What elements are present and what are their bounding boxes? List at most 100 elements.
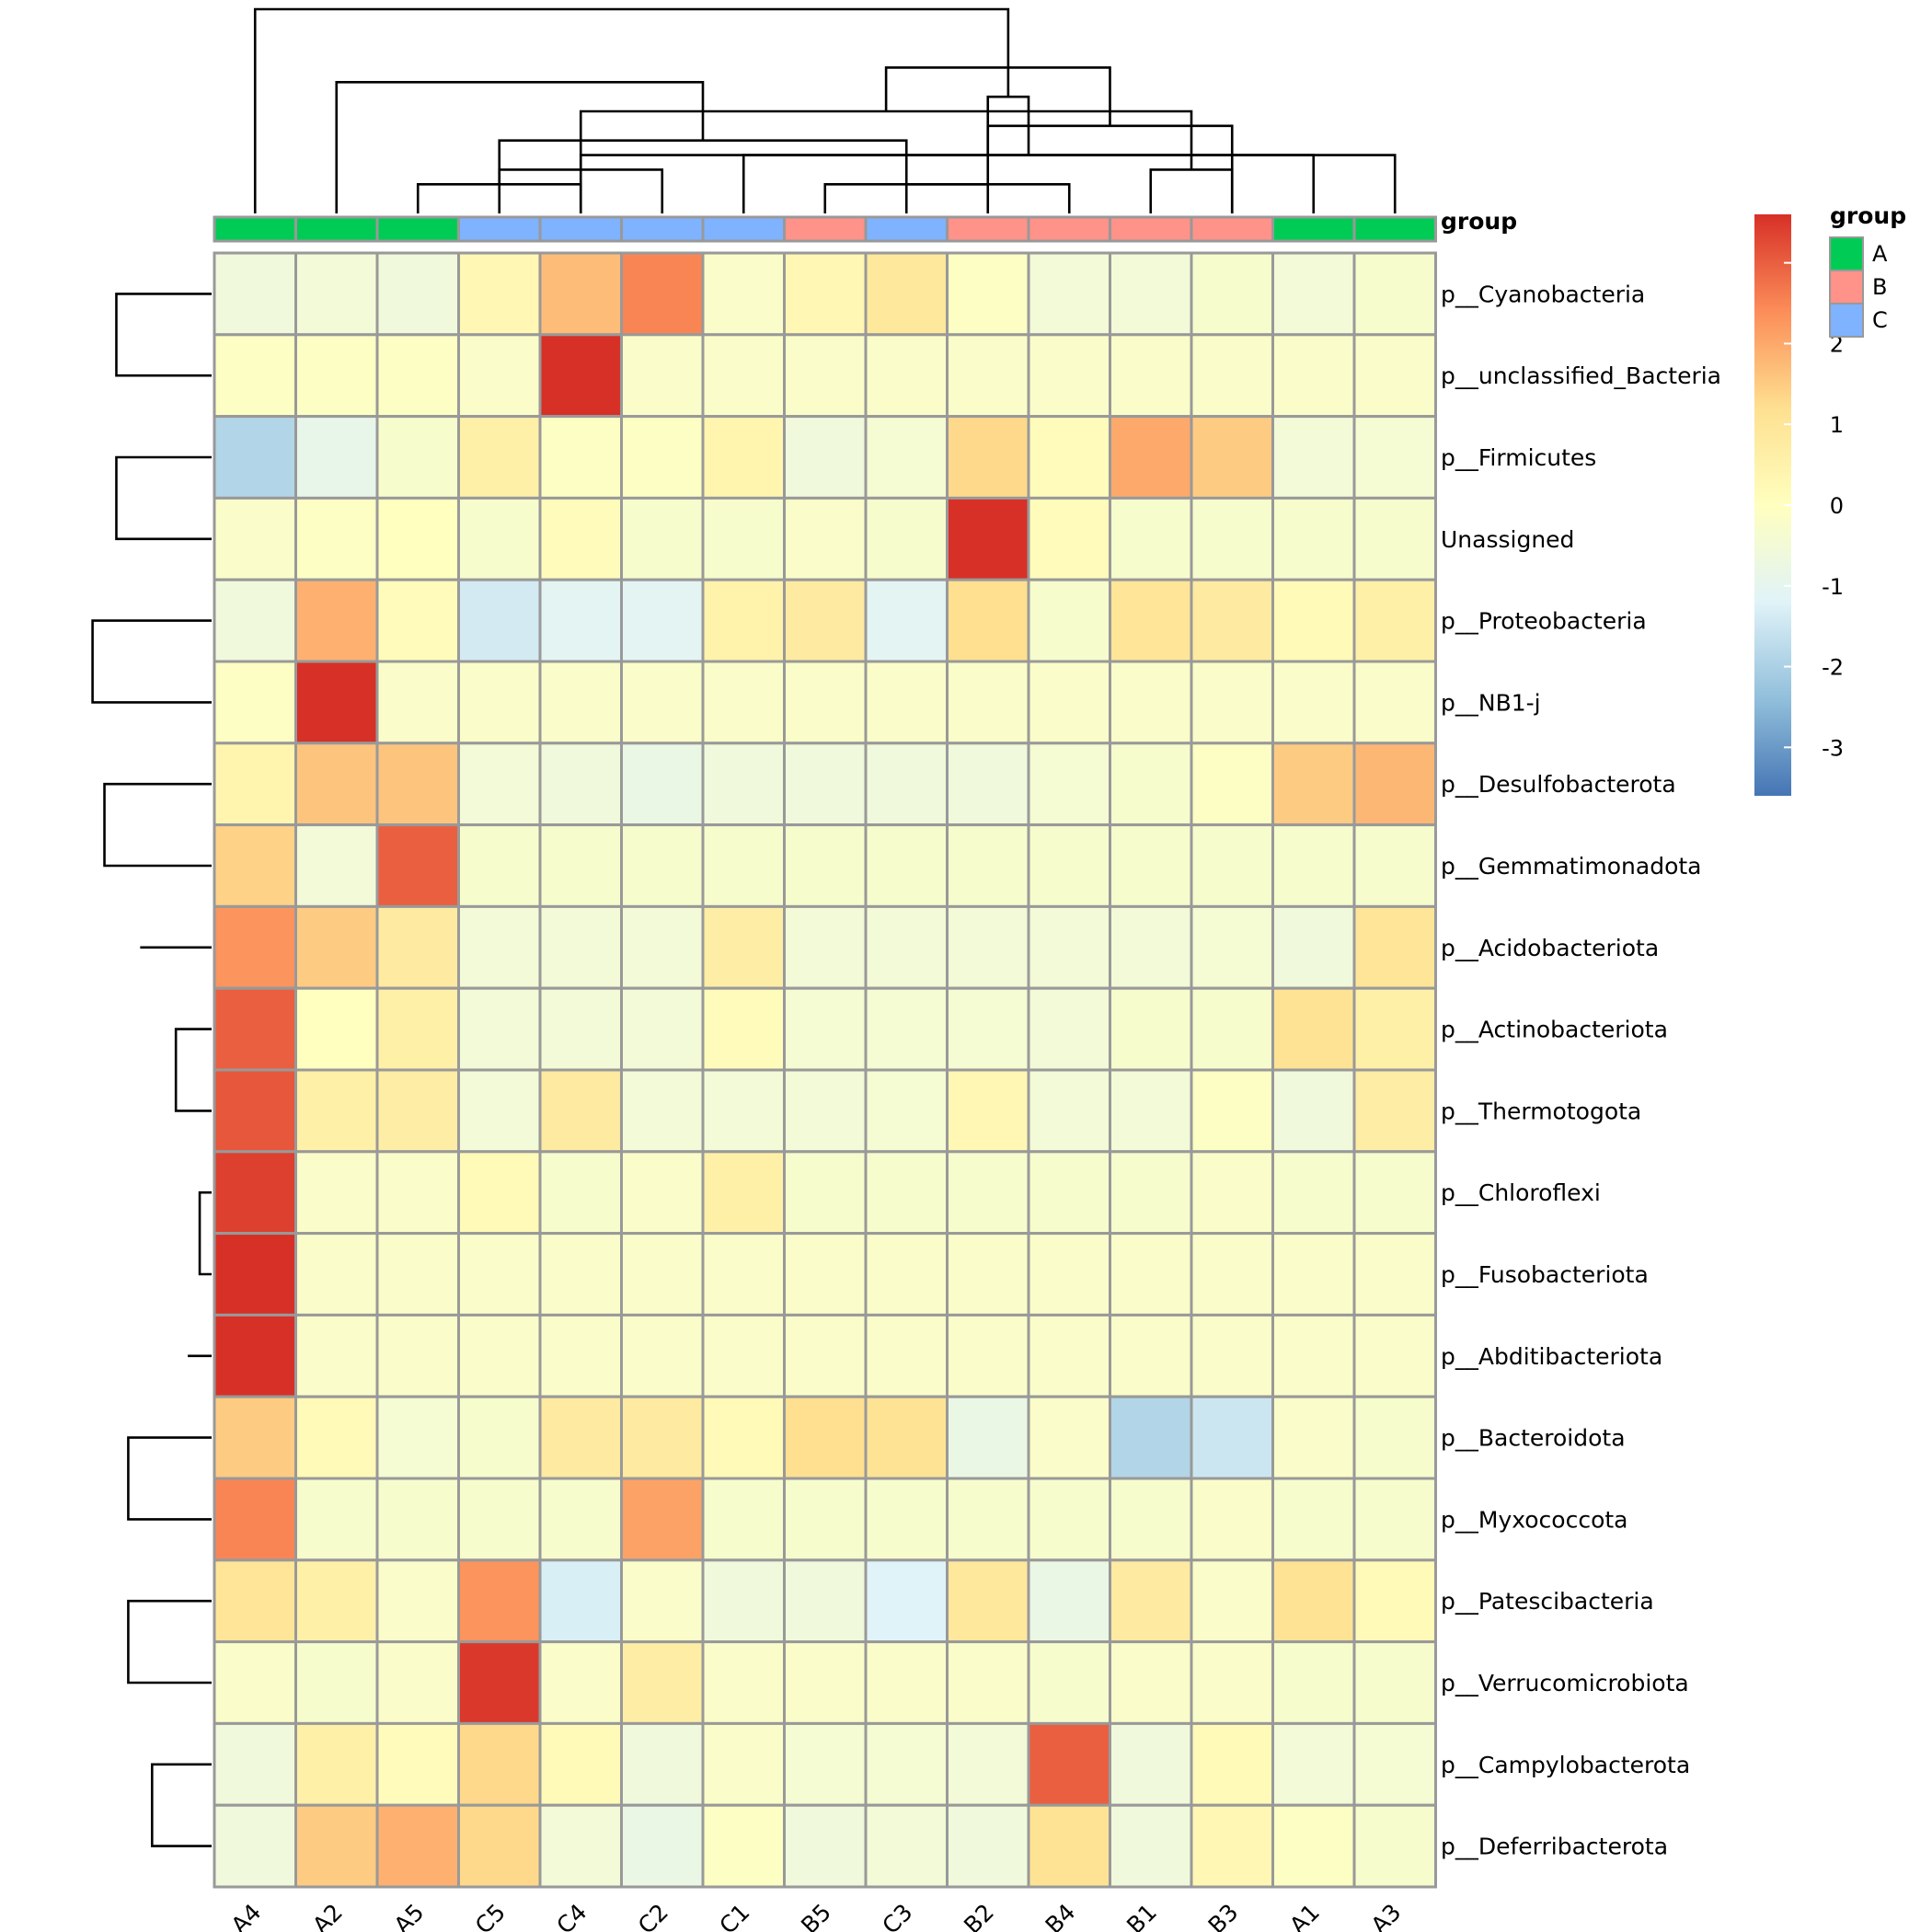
heatmap-cell-p__Bacteroidota-A4 (213, 1395, 297, 1480)
row-label: p__Proteobacteria (1441, 608, 1647, 635)
heatmap-cell-p__Fusobacteriota-C3 (864, 1232, 949, 1317)
heatmap-cell-p__Proteobacteria-A1 (1271, 578, 1356, 663)
row-label: p__Cyanobacteria (1441, 281, 1645, 307)
heatmap-cell-Unassigned-B4 (1027, 496, 1111, 581)
heatmap-cell-p__Proteobacteria-B2 (946, 578, 1030, 663)
heatmap-cell-p__Fusobacteriota-B1 (1109, 1232, 1193, 1317)
heatmap-cell-p__Campylobacterota-B3 (1190, 1721, 1274, 1807)
column-label: A3 (1366, 1899, 1407, 1932)
heatmap-cell-p__Cyanobacteria-C1 (701, 251, 786, 337)
heatmap-cell-p__Chloroflexi-C2 (620, 1150, 705, 1236)
row-label: p__Myxococcota (1441, 1506, 1628, 1533)
heatmap-cell-p__Fusobacteriota-A5 (375, 1232, 460, 1317)
heatmap-cell-p__Verrucomicrobiota-A5 (375, 1640, 460, 1725)
heatmap-cell-p__Gemmatimonadota-A1 (1271, 823, 1356, 908)
heatmap-cell-p__Actinobacteriota-C2 (620, 986, 705, 1072)
column-dendrogram-branch (904, 182, 1071, 213)
heatmap-cell-p__NB1-j-A4 (213, 660, 297, 745)
heatmap-cell-p__Verrucomicrobiota-A4 (213, 1640, 297, 1725)
heatmap-cell-p__Firmicutes-C1 (701, 415, 786, 500)
heatmap-cell-p__NB1-j-B5 (783, 660, 868, 745)
heatmap-cell-p__Cyanobacteria-C2 (620, 251, 705, 337)
heatmap-cell-p__Cyanobacteria-B4 (1027, 251, 1111, 337)
heatmap-cell-p__Firmicutes-A1 (1271, 415, 1356, 500)
heatmap-cell-p__Deferribacterota-B4 (1027, 1803, 1111, 1889)
heatmap-cell-p__Acidobacteriota-C5 (457, 904, 542, 990)
heatmap-cell-p__Verrucomicrobiota-B2 (946, 1640, 1030, 1725)
heatmap-cell-Unassigned-B2 (946, 496, 1030, 581)
heatmap-cell-Unassigned-C5 (457, 496, 542, 581)
heatmap-cell-p__Fusobacteriota-B4 (1027, 1232, 1111, 1317)
heatmap-cell-p__Fusobacteriota-B3 (1190, 1232, 1274, 1317)
heatmap-cell-p__Proteobacteria-C3 (864, 578, 949, 663)
group-legend: group ABC (1829, 202, 1906, 338)
heatmap-cell-p__Cyanobacteria-C3 (864, 251, 949, 337)
heatmap-cell-p__Actinobacteriota-C5 (457, 986, 542, 1072)
heatmap-cell-p__Actinobacteriota-A3 (1352, 986, 1437, 1072)
heatmap-cells (213, 251, 1437, 1889)
heatmap-cell-p__unclassified_Bacteria-B1 (1109, 333, 1193, 419)
row-dendrogram-branch (150, 1763, 212, 1847)
heatmap-cell-p__Abditibacteriota-C1 (701, 1313, 786, 1398)
heatmap-cell-Unassigned-B3 (1190, 496, 1274, 581)
heatmap-cell-p__Myxococcota-C5 (457, 1477, 542, 1562)
heatmap-cell-p__NB1-j-A3 (1352, 660, 1437, 745)
heatmap-cell-p__Myxococcota-C2 (620, 1477, 705, 1562)
heatmap-cell-p__Deferribacterota-A5 (375, 1803, 460, 1889)
heatmap-cell-p__Deferribacterota-C4 (538, 1803, 623, 1889)
heatmap-cell-p__Chloroflexi-A3 (1352, 1150, 1437, 1236)
heatmap-cell-p__Chloroflexi-A1 (1271, 1150, 1356, 1236)
heatmap-cell-p__Cyanobacteria-C4 (538, 251, 623, 337)
group-annotation-cell-A4 (213, 215, 297, 243)
heatmap-cell-p__Acidobacteriota-B2 (946, 904, 1030, 990)
heatmap-cell-Unassigned-B1 (1109, 496, 1193, 581)
heatmap-cell-p__Campylobacterota-C2 (620, 1721, 705, 1807)
group-annotation-cell-A2 (294, 215, 379, 243)
group-legend-label: C (1872, 307, 1888, 333)
row-label: p__Thermotogota (1441, 1098, 1641, 1124)
heatmap-cell-p__Proteobacteria-C5 (457, 578, 542, 663)
column-dendrogram (253, 7, 1397, 213)
heatmap-cell-p__Firmicutes-C2 (620, 415, 705, 500)
heatmap-cell-p__NB1-j-A5 (375, 660, 460, 745)
row-dendrogram-branch (91, 619, 212, 704)
heatmap-cell-p__NB1-j-B1 (1109, 660, 1193, 745)
heatmap-cell-p__Patescibacteria-C4 (538, 1558, 623, 1644)
heatmap-cell-p__Actinobacteriota-B1 (1109, 986, 1193, 1072)
column-label: C4 (551, 1899, 592, 1932)
heatmap-cell-p__Firmicutes-B4 (1027, 415, 1111, 500)
row-label: p__Verrucomicrobiota (1441, 1670, 1689, 1696)
heatmap-cell-p__NB1-j-C5 (457, 660, 542, 745)
heatmap-cell-p__Desulfobacterota-C1 (701, 742, 786, 827)
heatmap-cell-p__Verrucomicrobiota-A2 (294, 1640, 379, 1725)
heatmap-cell-p__Proteobacteria-C2 (620, 578, 705, 663)
heatmap-cell-p__Chloroflexi-C3 (864, 1150, 949, 1236)
heatmap-cell-p__Myxococcota-A1 (1271, 1477, 1356, 1562)
heatmap-cell-p__Campylobacterota-C3 (864, 1721, 949, 1807)
heatmap-cell-p__Thermotogota-A2 (294, 1068, 379, 1154)
heatmap-cell-p__NB1-j-A2 (294, 660, 379, 745)
heatmap-cell-Unassigned-A4 (213, 496, 297, 581)
heatmap-cell-p__Thermotogota-C4 (538, 1068, 623, 1154)
heatmap-cell-p__Gemmatimonadota-C2 (620, 823, 705, 908)
heatmap-cell-p__Thermotogota-C5 (457, 1068, 542, 1154)
heatmap-cell-p__Patescibacteria-C2 (620, 1558, 705, 1644)
row-label: p__Bacteroidota (1441, 1425, 1626, 1452)
heatmap-cell-p__Fusobacteriota-B5 (783, 1232, 868, 1317)
heatmap-cell-p__unclassified_Bacteria-A1 (1271, 333, 1356, 419)
heatmap-cell-p__Verrucomicrobiota-B5 (783, 1640, 868, 1725)
heatmap-cell-p__Chloroflexi-B4 (1027, 1150, 1111, 1236)
heatmap-cell-p__Bacteroidota-A5 (375, 1395, 460, 1480)
heatmap-cell-p__Bacteroidota-A1 (1271, 1395, 1356, 1480)
heatmap-cell-p__Actinobacteriota-C3 (864, 986, 949, 1072)
heatmap-cell-p__Chloroflexi-C5 (457, 1150, 542, 1236)
heatmap-cell-p__Fusobacteriota-A1 (1271, 1232, 1356, 1317)
heatmap-cell-p__Desulfobacterota-B4 (1027, 742, 1111, 827)
heatmap-cell-p__Gemmatimonadota-B4 (1027, 823, 1111, 908)
column-label: C3 (877, 1899, 917, 1932)
heatmap-cell-Unassigned-C4 (538, 496, 623, 581)
heatmap-cell-p__Campylobacterota-C1 (701, 1721, 786, 1807)
heatmap-cell-p__Acidobacteriota-B3 (1190, 904, 1274, 990)
heatmap-cell-p__Firmicutes-A5 (375, 415, 460, 500)
heatmap-cell-p__Cyanobacteria-A2 (294, 251, 379, 337)
